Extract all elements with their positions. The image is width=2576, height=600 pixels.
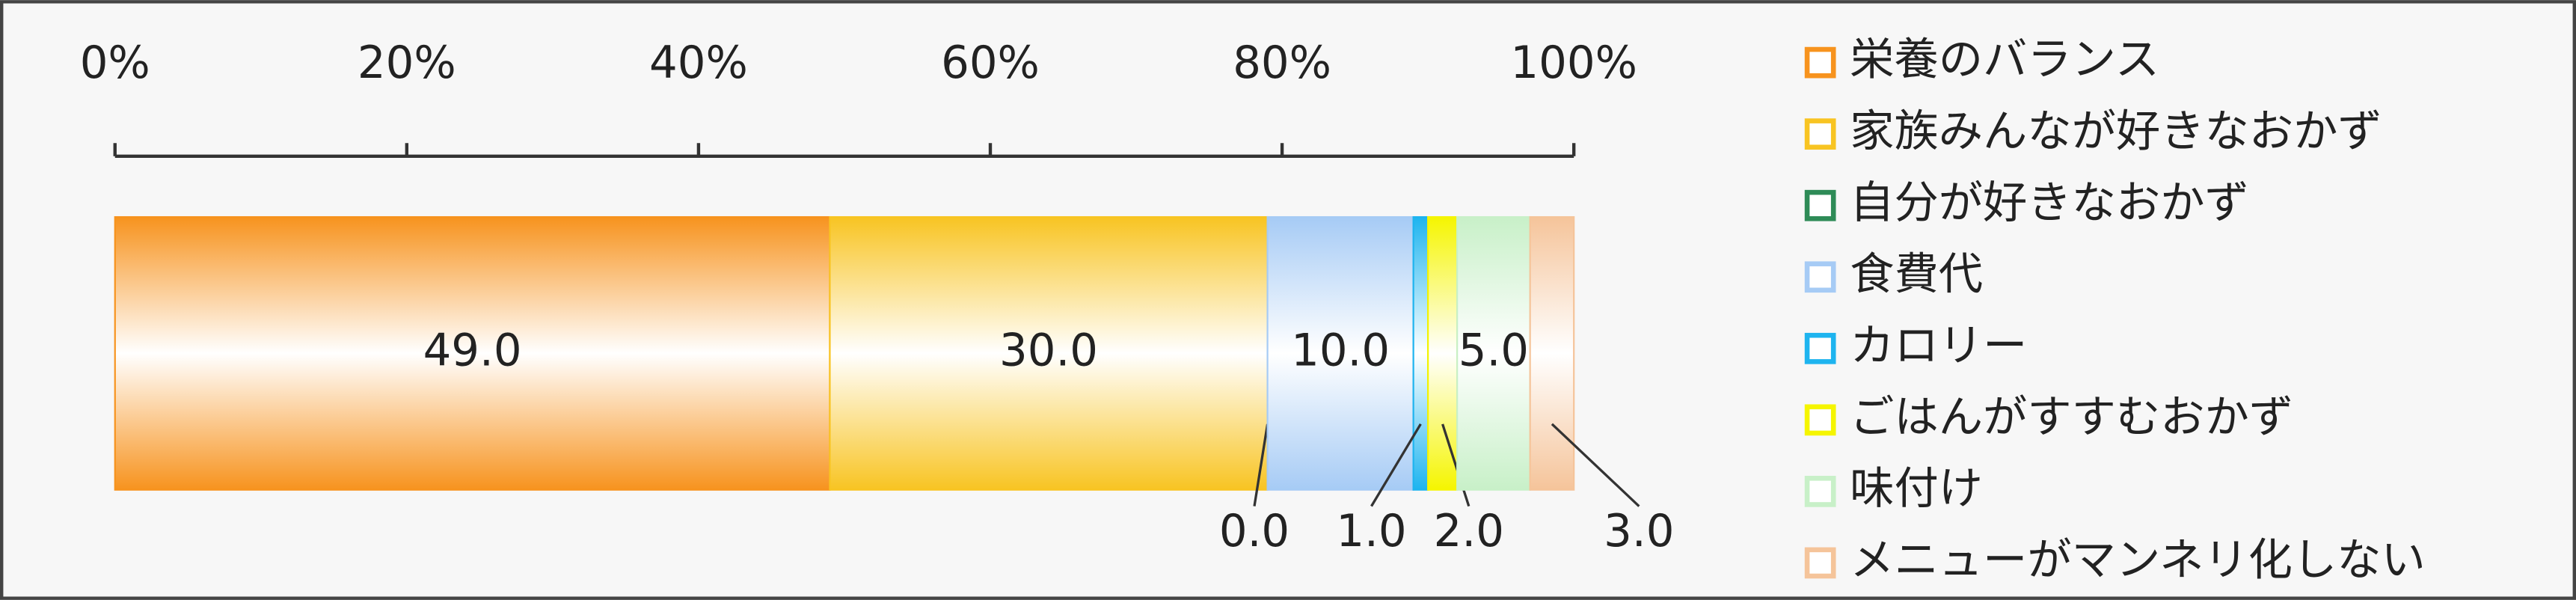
x-tick-label: 40% — [649, 37, 748, 88]
x-tick-label: 60% — [941, 37, 1040, 88]
leader-line — [1551, 423, 1640, 507]
legend-label: 食費代 — [1850, 248, 1983, 299]
value-label: 2.0 — [1434, 505, 1504, 557]
legend-label: 栄養のバランス — [1850, 34, 2159, 85]
legend-swatch — [1804, 189, 1836, 221]
legend-swatch — [1804, 332, 1836, 364]
legend-swatch — [1804, 46, 1836, 79]
leader-line — [1253, 423, 1269, 506]
leader-line — [1370, 423, 1422, 507]
legend-label: カロリー — [1850, 319, 2027, 371]
value-label: 30.0 — [999, 324, 1098, 376]
legend-label: 自分が好きなおかず — [1850, 177, 2249, 228]
value-label: 10.0 — [1291, 324, 1390, 376]
legend-label: ごはんがすすむおかず — [1850, 391, 2293, 442]
value-label: 3.0 — [1604, 505, 1674, 557]
bar-segment — [114, 215, 831, 491]
bar-segment — [1412, 215, 1429, 491]
legend-label: 味付け — [1850, 462, 1983, 514]
x-tick-label: 0% — [80, 37, 150, 88]
value-label: 0.0 — [1219, 505, 1289, 557]
x-tick-label: 80% — [1233, 37, 1331, 88]
legend-swatch — [1804, 476, 1836, 507]
bar-segment — [1529, 215, 1575, 491]
legend-label: メニューがマンネリ化しない — [1850, 534, 2426, 586]
legend-swatch — [1804, 261, 1836, 293]
legend-swatch — [1804, 404, 1836, 436]
value-label: 49.0 — [423, 324, 522, 376]
value-label: 1.0 — [1336, 505, 1406, 557]
x-tick-label: 20% — [358, 37, 456, 88]
x-tick-label: 100% — [1510, 37, 1637, 88]
legend-swatch — [1804, 547, 1836, 579]
value-label: 5.0 — [1459, 324, 1529, 376]
bar-segment — [1427, 215, 1459, 491]
legend-label: 家族みんなが好きなおかず — [1850, 105, 2382, 156]
bar-segment — [829, 215, 1269, 491]
bar-segment — [1456, 215, 1531, 491]
legend-swatch — [1804, 118, 1836, 150]
leader-line — [1441, 423, 1471, 507]
